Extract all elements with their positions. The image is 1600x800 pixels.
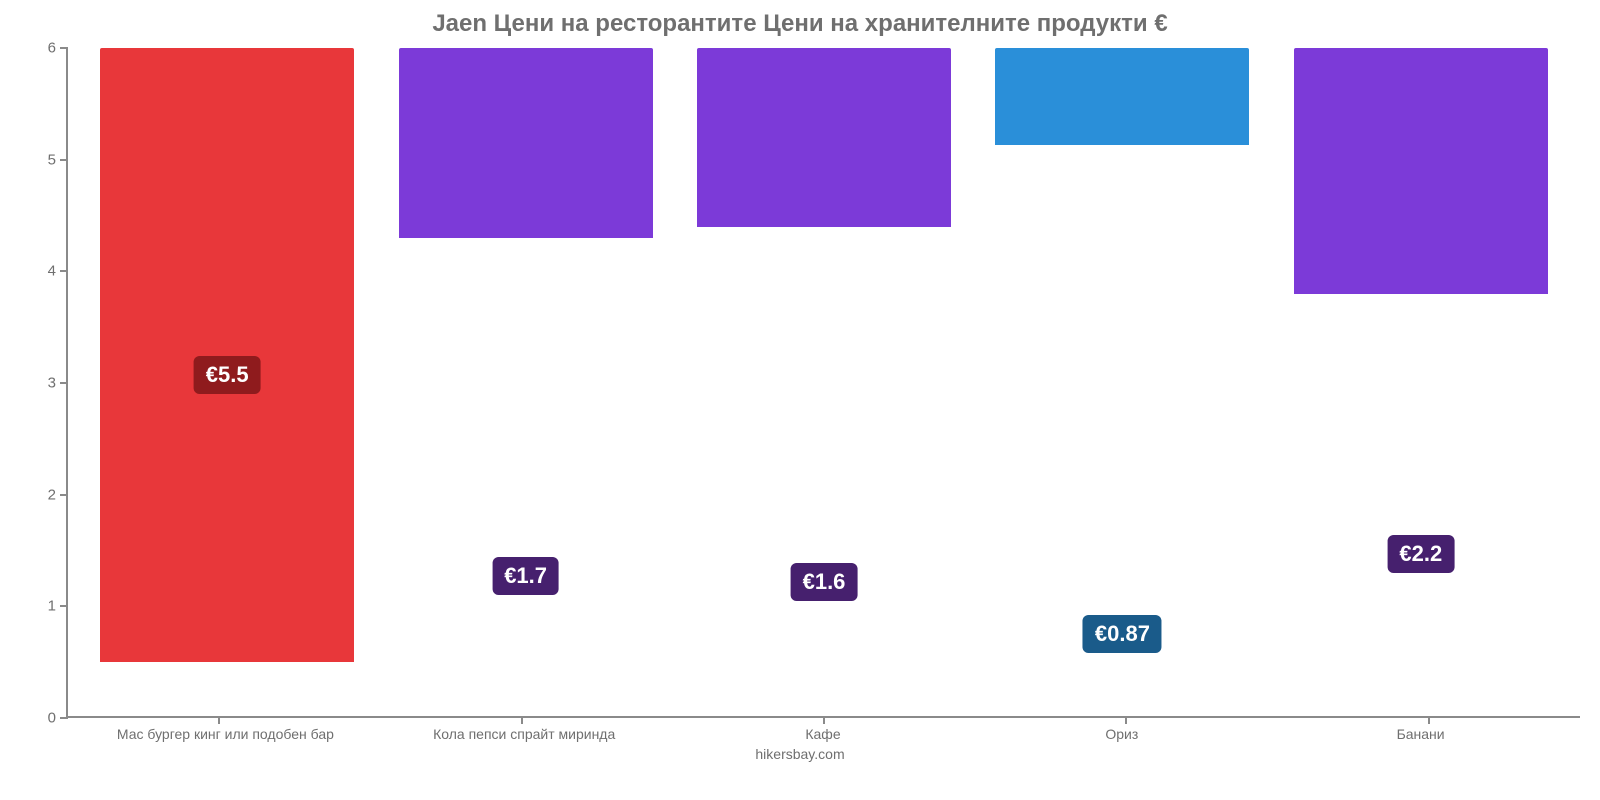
value-badge: €2.2 bbox=[1387, 535, 1454, 573]
y-tick-label: 4 bbox=[48, 263, 56, 280]
bar-slot: €1.6 bbox=[675, 48, 973, 716]
x-axis-label: Кафе bbox=[674, 726, 973, 742]
x-axis-label: Ориз bbox=[972, 726, 1271, 742]
x-axis-label: Кола пепси спрайт миринда bbox=[375, 726, 674, 742]
bar-slot: €2.2 bbox=[1272, 48, 1570, 716]
chart-title: Jaen Цени на ресторантите Цени на хранит… bbox=[20, 10, 1580, 38]
bar bbox=[1294, 48, 1548, 294]
y-tick-label: 1 bbox=[48, 598, 56, 615]
bars-container: €5.5 €1.7 €1.6 €0.87 €2.2 bbox=[68, 48, 1580, 716]
value-badge: €5.5 bbox=[194, 356, 261, 394]
bar-slot: €1.7 bbox=[376, 48, 674, 716]
x-axis-label: Банани bbox=[1271, 726, 1570, 742]
value-badge: €1.6 bbox=[791, 563, 858, 601]
y-tick-label: 3 bbox=[48, 375, 56, 392]
bar-slot: €0.87 bbox=[973, 48, 1271, 716]
x-axis-labels: Мас бургер кинг или подобен барКола пепс… bbox=[66, 718, 1580, 742]
value-badge: €1.7 bbox=[492, 557, 559, 595]
bar bbox=[100, 48, 354, 662]
y-tick-label: 6 bbox=[48, 40, 56, 57]
chart-caption: hikersbay.com bbox=[20, 746, 1580, 762]
bar bbox=[697, 48, 951, 227]
bar-slot: €5.5 bbox=[78, 48, 376, 716]
y-tick bbox=[60, 270, 68, 272]
y-tick-label: 0 bbox=[48, 710, 56, 727]
y-tick bbox=[60, 47, 68, 49]
value-badge: €0.87 bbox=[1083, 615, 1162, 653]
bar bbox=[995, 48, 1249, 145]
price-bar-chart: Jaen Цени на ресторантите Цени на хранит… bbox=[0, 0, 1600, 800]
y-tick-label: 5 bbox=[48, 151, 56, 168]
x-axis-label: Мас бургер кинг или подобен бар bbox=[76, 726, 375, 742]
y-tick bbox=[60, 605, 68, 607]
plot-area: €5.5€1.7€1.6€0.87€2.2 0123456 bbox=[66, 48, 1580, 718]
bar bbox=[399, 48, 653, 238]
y-tick bbox=[60, 159, 68, 161]
y-tick bbox=[60, 382, 68, 384]
y-tick bbox=[60, 494, 68, 496]
y-tick-label: 2 bbox=[48, 486, 56, 503]
